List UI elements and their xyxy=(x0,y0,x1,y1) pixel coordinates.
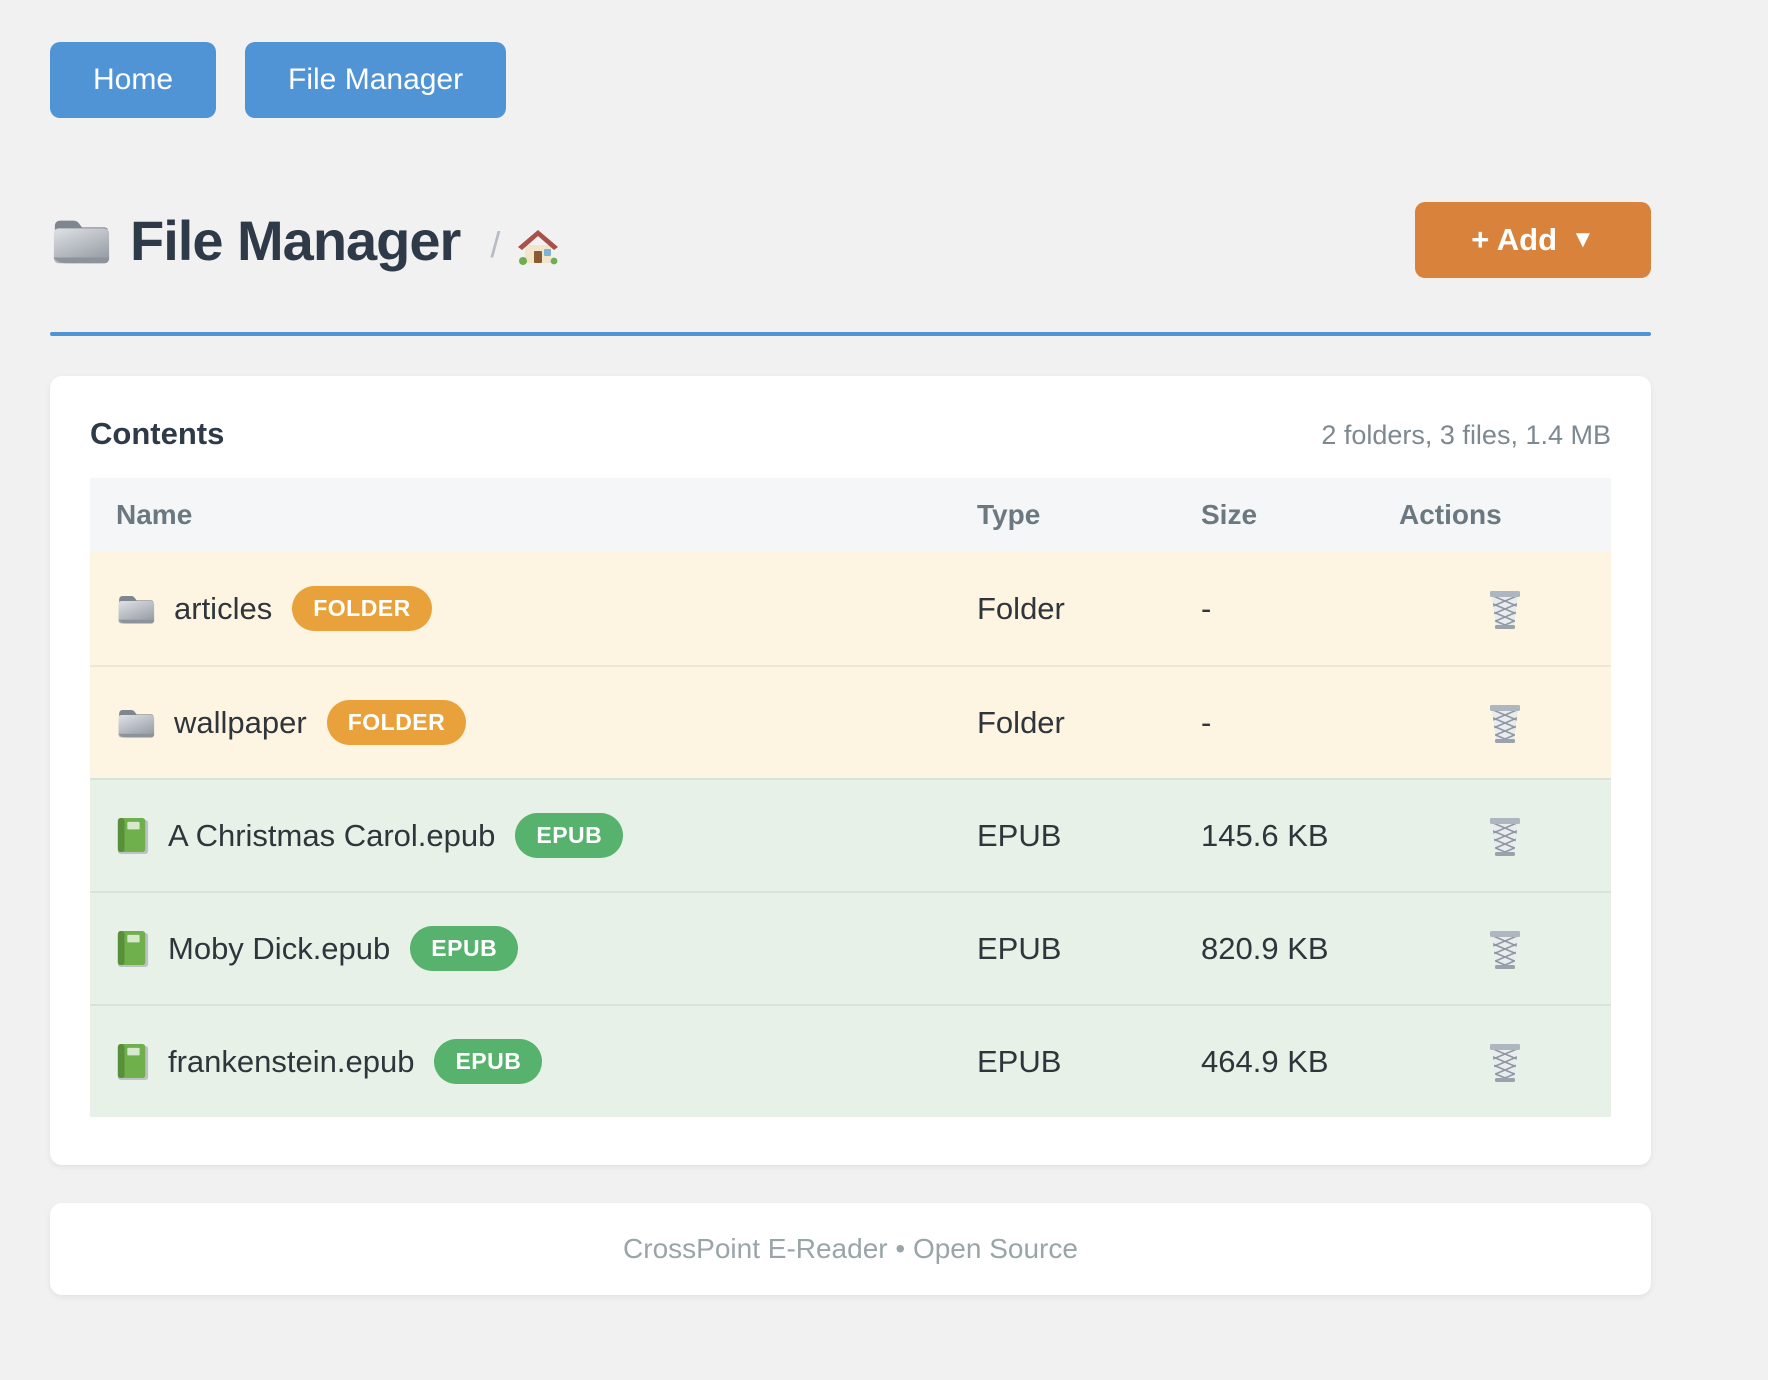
footer: CrossPoint E-Reader • Open Source xyxy=(50,1203,1651,1295)
type-cell: EPUB xyxy=(977,1043,1062,1079)
page-header: File Manager / + Add ▼ xyxy=(50,192,1651,288)
name-cell[interactable]: wallpaper FOLDER xyxy=(90,700,977,745)
type-badge: FOLDER xyxy=(326,700,467,745)
type-cell: EPUB xyxy=(977,930,1062,966)
file-name[interactable]: articles xyxy=(174,590,273,626)
column-header-actions: Actions xyxy=(1399,499,1502,530)
column-header-name: Name xyxy=(116,499,193,530)
page: Home File Manager File Manager / + Add ▼… xyxy=(50,0,1651,1295)
book-icon xyxy=(116,929,150,969)
contents-title: Contents xyxy=(90,416,225,451)
table-row[interactable]: articles FOLDER Folder - xyxy=(90,552,1611,665)
file-table: Name Type Size Actions articles FOLDER F… xyxy=(90,478,1611,1117)
header-divider xyxy=(50,332,1651,336)
name-cell[interactable]: frankenstein.epub EPUB xyxy=(90,1039,977,1084)
name-cell[interactable]: Moby Dick.epub EPUB xyxy=(90,926,977,971)
type-badge: EPUB xyxy=(434,1039,543,1084)
trash-icon xyxy=(1486,927,1524,971)
folder-icon xyxy=(116,591,156,626)
book-icon xyxy=(116,1042,150,1082)
book-icon xyxy=(116,816,150,856)
trash-icon xyxy=(1486,701,1524,745)
folder-icon xyxy=(116,705,156,740)
folder-icon xyxy=(50,212,112,268)
column-header-size: Size xyxy=(1201,499,1258,530)
breadcrumb-separator: / xyxy=(490,224,501,265)
file-manager-button[interactable]: File Manager xyxy=(245,42,507,118)
type-badge: EPUB xyxy=(410,926,519,971)
file-name[interactable]: A Christmas Carol.epub xyxy=(168,817,496,853)
contents-card: Contents 2 folders, 3 files, 1.4 MB Name… xyxy=(50,376,1651,1165)
type-badge: EPUB xyxy=(515,813,624,858)
home-breadcrumb-icon[interactable] xyxy=(516,224,560,266)
file-name[interactable]: frankenstein.epub xyxy=(168,1043,415,1079)
trash-icon xyxy=(1486,587,1524,631)
footer-text: CrossPoint E-Reader • Open Source xyxy=(623,1233,1078,1264)
table-body: articles FOLDER Folder - wallpaper FOLDE… xyxy=(90,552,1611,1117)
delete-button[interactable] xyxy=(1482,923,1528,975)
contents-summary: 2 folders, 3 files, 1.4 MB xyxy=(1321,420,1611,450)
chevron-down-icon: ▼ xyxy=(1571,226,1595,253)
trash-icon xyxy=(1486,1040,1524,1084)
trash-icon xyxy=(1486,814,1524,858)
size-cell: 464.9 KB xyxy=(1201,1043,1329,1079)
size-cell: 820.9 KB xyxy=(1201,930,1329,966)
delete-button[interactable] xyxy=(1482,583,1528,635)
home-button[interactable]: Home xyxy=(50,42,217,118)
size-cell: - xyxy=(1201,704,1212,740)
table-row[interactable]: frankenstein.epub EPUB EPUB 464.9 KB xyxy=(90,1004,1611,1117)
table-row[interactable]: wallpaper FOLDER Folder - xyxy=(90,665,1611,778)
delete-button[interactable] xyxy=(1482,810,1528,862)
file-name[interactable]: wallpaper xyxy=(174,704,307,740)
type-cell: Folder xyxy=(977,590,1065,626)
delete-button[interactable] xyxy=(1482,697,1528,749)
top-nav: Home File Manager xyxy=(50,0,1651,118)
size-cell: - xyxy=(1201,590,1212,626)
name-cell[interactable]: articles FOLDER xyxy=(90,586,977,631)
file-name[interactable]: Moby Dick.epub xyxy=(168,930,391,966)
column-header-type: Type xyxy=(977,499,1041,530)
add-button-label: + Add xyxy=(1471,222,1558,257)
delete-button[interactable] xyxy=(1482,1036,1528,1088)
table-row[interactable]: A Christmas Carol.epub EPUB EPUB 145.6 K… xyxy=(90,778,1611,891)
table-header: Name Type Size Actions xyxy=(90,478,1611,552)
type-cell: Folder xyxy=(977,704,1065,740)
name-cell[interactable]: A Christmas Carol.epub EPUB xyxy=(90,813,977,858)
page-title: File Manager xyxy=(130,208,461,272)
table-row[interactable]: Moby Dick.epub EPUB EPUB 820.9 KB xyxy=(90,891,1611,1004)
type-cell: EPUB xyxy=(977,817,1062,853)
size-cell: 145.6 KB xyxy=(1201,817,1329,853)
add-button[interactable]: + Add ▼ xyxy=(1415,202,1651,278)
type-badge: FOLDER xyxy=(292,586,432,631)
